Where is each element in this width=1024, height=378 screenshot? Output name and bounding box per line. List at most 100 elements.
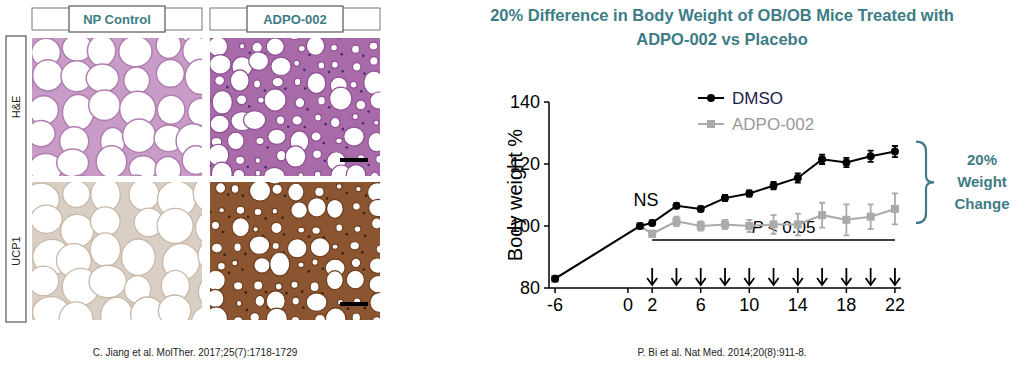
cell [254, 258, 270, 273]
cell [326, 271, 343, 290]
nucleus [308, 235, 311, 238]
arrow-head [744, 278, 754, 285]
nucleus [284, 195, 287, 198]
cell [351, 258, 360, 267]
cell [306, 293, 327, 311]
tissue-image [210, 182, 380, 320]
point [770, 220, 778, 228]
cell [90, 207, 120, 236]
point [891, 148, 899, 156]
p-symbol: P [752, 218, 764, 237]
error-bar [771, 215, 777, 234]
cell [87, 38, 115, 66]
cell [369, 258, 380, 273]
cell [89, 90, 121, 120]
point [842, 216, 850, 224]
cell [255, 295, 265, 306]
cell [210, 38, 228, 56]
point [891, 205, 899, 213]
cell [57, 149, 89, 176]
cell [210, 90, 211, 110]
cell [270, 252, 290, 276]
legend-label: ADPO-002 [732, 115, 814, 134]
nucleus [266, 146, 269, 149]
cell [249, 236, 270, 254]
cell [182, 146, 202, 175]
cell [272, 242, 279, 249]
cell [158, 295, 191, 320]
cell [374, 120, 379, 125]
legend-marker [707, 120, 715, 128]
point [648, 230, 656, 238]
cell [330, 87, 352, 110]
cell [370, 57, 378, 65]
ns-label: NS [634, 190, 659, 210]
arrow-shaft [700, 268, 702, 284]
tissue-image [32, 38, 202, 176]
tissue-image [210, 38, 380, 176]
cell [308, 198, 327, 217]
cell [298, 227, 305, 233]
injection-arrow [671, 268, 681, 285]
cell [353, 203, 361, 210]
nucleus [222, 231, 225, 234]
cell [285, 146, 306, 167]
injection-arrow [744, 268, 754, 285]
cell [32, 121, 55, 147]
cell [198, 275, 202, 309]
cell [307, 73, 326, 94]
nucleus [362, 55, 365, 58]
cell [156, 60, 184, 88]
point [636, 222, 644, 230]
nucleus [321, 267, 324, 270]
cell [352, 313, 361, 320]
cell [292, 297, 299, 305]
cell [119, 38, 152, 67]
cell [336, 224, 343, 232]
cell [210, 289, 224, 307]
nucleus [345, 146, 348, 149]
legend-marker [707, 94, 715, 102]
title-line: 20% Difference in Body Weight of OB/OB M… [490, 6, 954, 24]
cell [315, 314, 326, 320]
arrow-shaft [676, 268, 678, 284]
cell [288, 183, 304, 201]
injection-arrow [890, 268, 900, 285]
column-bracket [210, 8, 380, 30]
cell [350, 81, 357, 88]
cell [271, 57, 291, 76]
cell [96, 146, 127, 176]
x-tick-label: 14 [788, 295, 808, 315]
arrow-shaft [773, 268, 775, 284]
weight-bracket [916, 142, 934, 223]
arrow-shaft [870, 268, 872, 284]
error-bar [892, 146, 898, 157]
nucleus [380, 51, 381, 54]
point [745, 222, 753, 230]
cell [376, 245, 380, 254]
error-bar [795, 173, 801, 182]
cell [210, 55, 231, 75]
cell [129, 156, 157, 176]
cell [211, 221, 219, 229]
error-bar [722, 220, 728, 229]
nucleus [304, 87, 307, 90]
error-bar [819, 203, 825, 228]
x-tick [651, 288, 653, 293]
arrow-shaft [651, 268, 653, 284]
error-bar [673, 217, 679, 226]
cell [33, 60, 63, 91]
cell [101, 297, 133, 320]
cell [122, 175, 150, 176]
cell [266, 38, 284, 55]
cell [372, 218, 380, 229]
row-label: H&E [10, 96, 22, 119]
error-bar [746, 190, 752, 196]
nucleus [244, 253, 247, 256]
arrow-shaft [845, 268, 847, 284]
point [745, 189, 753, 197]
tissue-background [210, 38, 380, 176]
error-bar [722, 195, 728, 201]
injection-arrow [866, 268, 876, 285]
nucleus [287, 126, 290, 129]
